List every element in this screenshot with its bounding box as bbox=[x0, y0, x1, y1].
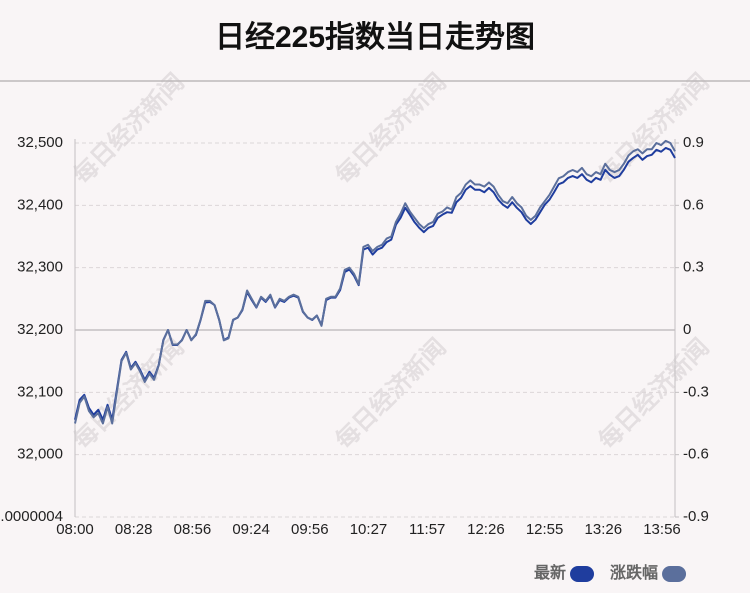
y2-tick-label: 0.3 bbox=[683, 259, 704, 276]
x-tick-label: 10:27 bbox=[350, 521, 388, 538]
legend-swatch bbox=[570, 566, 595, 582]
y2-tick-label: -0.6 bbox=[683, 446, 709, 463]
y-tick-label: 31,900.0000004 bbox=[0, 508, 63, 525]
x-tick-label: 12:26 bbox=[467, 521, 505, 538]
x-tick-label: 12:55 bbox=[526, 521, 564, 538]
x-tick-label: 08:00 bbox=[56, 521, 94, 538]
y-tick-label: 32,400 bbox=[17, 196, 63, 213]
y2-tick-label: -0.3 bbox=[683, 383, 709, 400]
x-tick-label: 13:56 bbox=[643, 521, 681, 538]
x-tick-label: 09:24 bbox=[232, 521, 270, 538]
x-tick-label: 13:26 bbox=[585, 521, 623, 538]
legend-swatch bbox=[662, 566, 687, 582]
chart-title: 日经225指数当日走势图 bbox=[215, 20, 535, 54]
series-line bbox=[74, 139, 676, 425]
x-tick-label: 11:57 bbox=[409, 521, 445, 538]
y-tick-label: 32,500 bbox=[17, 134, 63, 151]
y-tick-label: 32,300 bbox=[17, 259, 63, 276]
y2-tick-label: -0.9 bbox=[683, 508, 709, 525]
y2-tick-label: 0 bbox=[683, 321, 691, 338]
x-tick-label: 08:56 bbox=[174, 521, 212, 538]
legend-label: 涨跌幅 bbox=[610, 563, 658, 582]
x-tick-label: 08:28 bbox=[115, 521, 153, 538]
y-tick-label: 32,100 bbox=[17, 383, 63, 400]
y-tick-label: 32,000 bbox=[17, 446, 63, 463]
legend-label: 最新 bbox=[534, 563, 566, 582]
y2-tick-label: 0.9 bbox=[683, 134, 704, 151]
x-tick-label: 09:56 bbox=[291, 521, 329, 538]
y2-tick-label: 0.6 bbox=[683, 196, 704, 213]
y-tick-label: 32,200 bbox=[17, 321, 63, 338]
